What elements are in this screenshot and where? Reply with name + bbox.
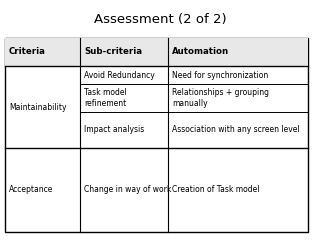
Text: Sub-criteria: Sub-criteria [84, 48, 142, 56]
Text: Association with any screen level: Association with any screen level [172, 126, 300, 134]
Text: Creation of Task model: Creation of Task model [172, 186, 260, 194]
Text: Impact analysis: Impact analysis [84, 126, 144, 134]
Text: Relationships + grouping
manually: Relationships + grouping manually [172, 88, 269, 108]
Text: Change in way of work: Change in way of work [84, 186, 172, 194]
Text: Task model
refinement: Task model refinement [84, 88, 127, 108]
Text: Criteria: Criteria [9, 48, 46, 56]
Text: Maintainability: Maintainability [9, 102, 67, 112]
Text: Need for synchronization: Need for synchronization [172, 71, 268, 79]
Text: Automation: Automation [172, 48, 229, 56]
Bar [5, 38, 308, 66]
Text: Avoid Redundancy: Avoid Redundancy [84, 71, 155, 79]
Text: Assessment (2 of 2): Assessment (2 of 2) [94, 13, 226, 26]
Text: Acceptance: Acceptance [9, 186, 53, 194]
Bar [5, 38, 308, 232]
